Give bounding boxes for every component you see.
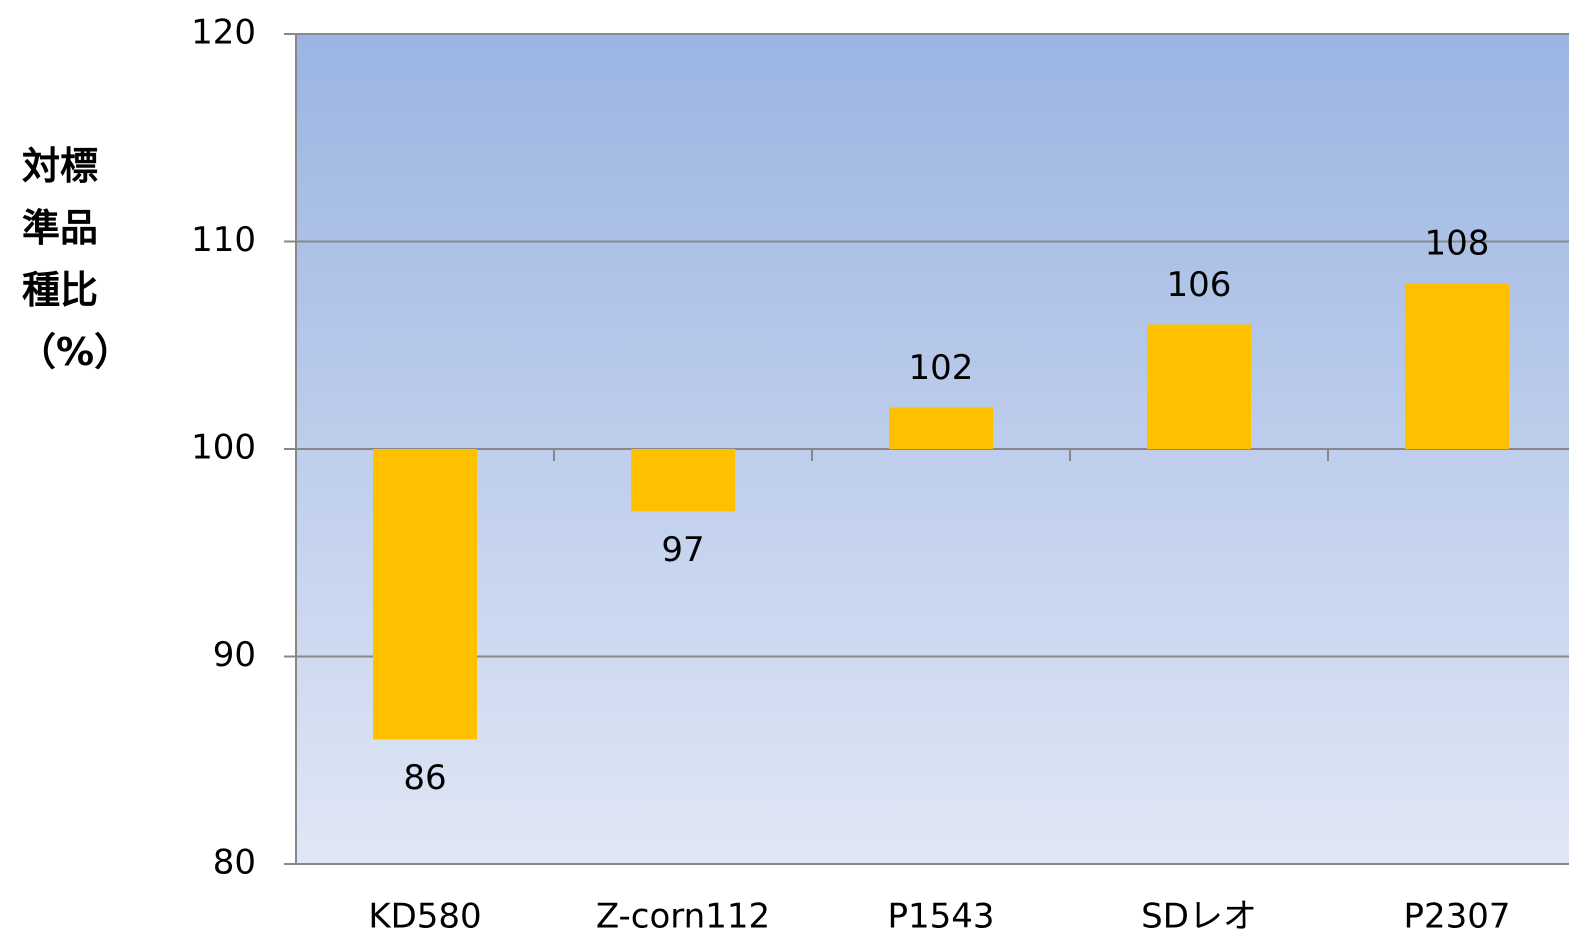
value-label: 97 xyxy=(661,530,704,570)
x-tick-label: Z-corn112 xyxy=(596,897,770,937)
value-label: 106 xyxy=(1167,265,1232,305)
bar xyxy=(1147,324,1251,449)
bar xyxy=(1405,283,1509,449)
value-label: 102 xyxy=(909,348,974,388)
x-tick-label: P1543 xyxy=(887,897,994,937)
value-label: 108 xyxy=(1425,224,1490,264)
bar xyxy=(373,449,477,740)
y-tick-label: 80 xyxy=(213,843,256,883)
y-axis-label: 対標準品種比（%） xyxy=(18,144,133,374)
y-tick-label: 100 xyxy=(191,428,256,468)
x-tick-label: KD580 xyxy=(368,897,481,937)
y-tick-label: 110 xyxy=(191,220,256,260)
value-label: 86 xyxy=(403,758,446,798)
bar xyxy=(889,407,993,449)
y-tick-label: 90 xyxy=(213,635,256,675)
x-tick-label: SDレオ xyxy=(1141,897,1257,937)
y-tick-label: 120 xyxy=(191,13,256,53)
x-tick-label: P2307 xyxy=(1403,897,1510,937)
bar xyxy=(631,449,735,512)
